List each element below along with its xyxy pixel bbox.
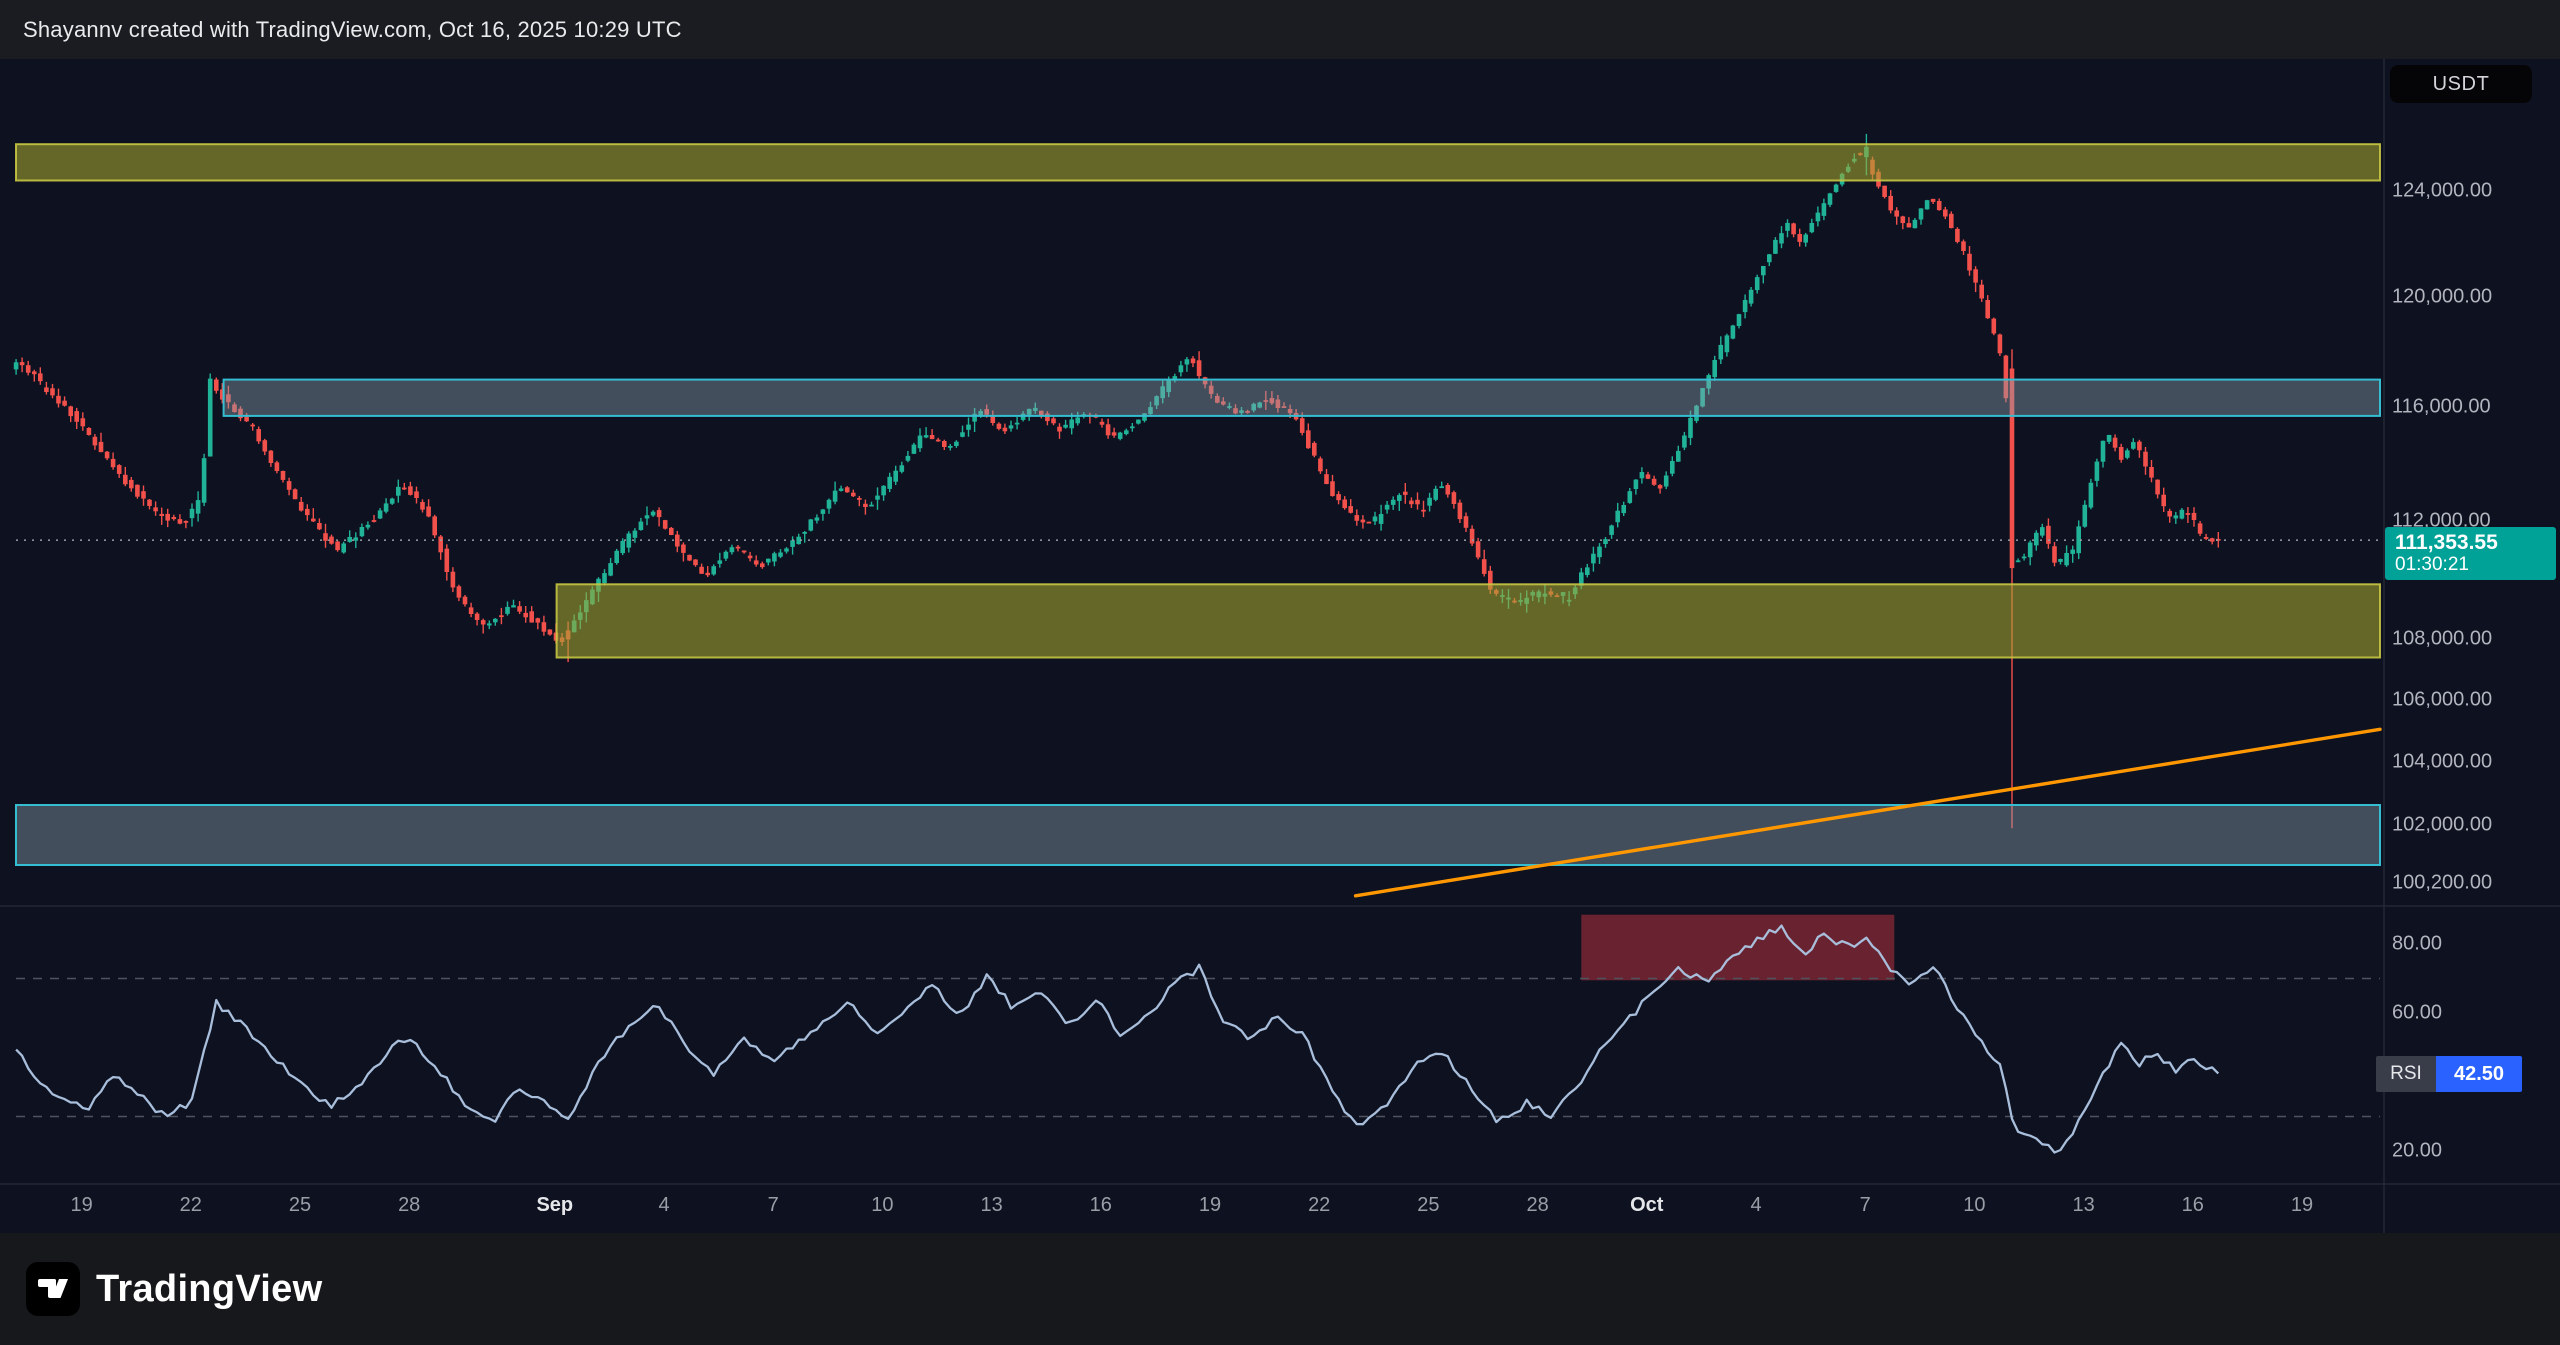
support-zone — [555, 583, 2381, 659]
attribution-bar: Shayannv created with TradingView.com, O… — [0, 0, 2560, 59]
tradingview-logo-icon — [26, 1262, 80, 1316]
rsi-badge: RSI 42.50 — [2376, 1056, 2522, 1092]
attribution-text: Shayannv created with TradingView.com, O… — [23, 16, 682, 42]
rsi-label: RSI — [2376, 1056, 2436, 1092]
upper-resistance-zone — [15, 143, 2381, 182]
rsi-line — [15, 924, 2220, 1154]
candlestick-series — [13, 133, 2221, 829]
rsi-value: 42.50 — [2436, 1056, 2522, 1092]
tradingview-logo-text: TradingView — [96, 1267, 323, 1310]
footer-bar: TradingView — [0, 1233, 2560, 1345]
bar-countdown: 01:30:21 — [2395, 554, 2469, 575]
quote-currency-label: USDT — [2432, 72, 2490, 95]
last-price-badge: 111,353.55 01:30:21 — [2385, 527, 2556, 580]
quote-currency-chip: USDT — [2390, 65, 2532, 103]
rsi-overbought-box — [1581, 914, 1895, 981]
ascending-trendline — [1353, 727, 2382, 898]
last-price-value: 111,353.55 — [2395, 531, 2498, 554]
price-zones — [15, 143, 2381, 866]
lower-support-zone — [15, 804, 2381, 866]
mid-resistance-zone — [222, 378, 2381, 417]
tradingview-logo[interactable]: TradingView — [26, 1262, 322, 1316]
